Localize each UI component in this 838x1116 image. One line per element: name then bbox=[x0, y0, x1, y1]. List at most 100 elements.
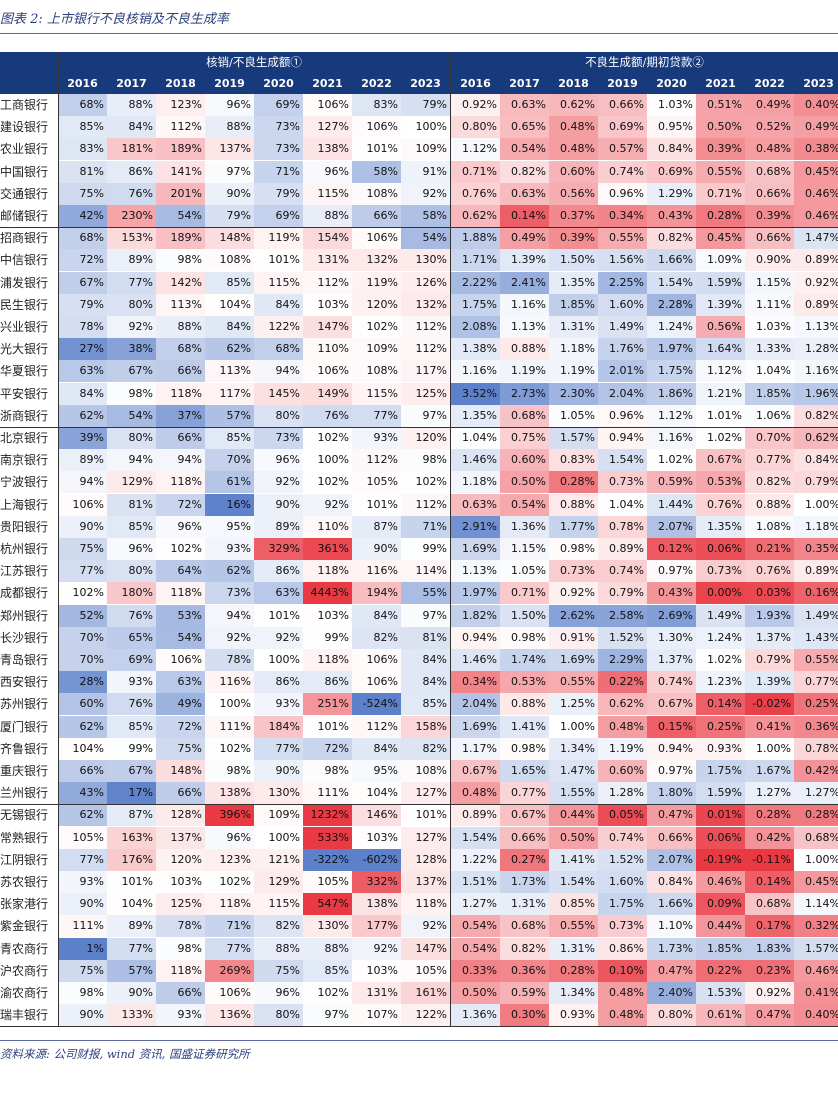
npl-rate-cell: 0.88% bbox=[745, 493, 794, 516]
table-row: 邮储银行 42% 230% 54% 79% 69% 88% 66% 58% 0.62% 0.14% 0… bbox=[0, 205, 838, 227]
bank-name: 建设银行 bbox=[0, 120, 49, 135]
writeoff-cell: 189% bbox=[156, 227, 205, 250]
npl-rate-cell: 0.78% bbox=[794, 737, 838, 760]
bank-name: 杭州银行 bbox=[0, 542, 49, 556]
writeoff-cell: 111% bbox=[205, 715, 254, 738]
writeoff-cell: 92% bbox=[401, 182, 450, 205]
npl-rate-cell: 0.56% bbox=[696, 316, 745, 338]
header-group-2: 不良生成额/期初贷款② bbox=[451, 52, 838, 73]
npl-rate-cell: 0.48% bbox=[745, 138, 794, 161]
npl-rate-cell: 1.19% bbox=[598, 737, 647, 760]
npl-rate-cell: 2.22% bbox=[451, 271, 500, 294]
writeoff-cell: 85% bbox=[107, 715, 156, 738]
npl-rate-cell: 0.46% bbox=[794, 205, 838, 227]
table-row: 民生银行 79% 80% 113% 104% 84% 103% 120% 132% 1.75% 1.… bbox=[0, 293, 838, 316]
npl-rate-cell: 0.74% bbox=[647, 671, 696, 694]
writeoff-cell: 42% bbox=[58, 205, 107, 227]
writeoff-cell: 94% bbox=[107, 449, 156, 472]
npl-rate-cell: 0.40% bbox=[794, 1004, 838, 1027]
writeoff-cell: 106% bbox=[352, 649, 401, 671]
writeoff-cell: 96% bbox=[156, 515, 205, 538]
writeoff-cell: 154% bbox=[303, 227, 352, 250]
writeoff-cell: 106% bbox=[303, 360, 352, 383]
writeoff-cell: 146% bbox=[352, 804, 401, 827]
writeoff-cell: 136% bbox=[205, 1004, 254, 1027]
npl-rate-cell: 1.39% bbox=[696, 293, 745, 316]
npl-rate-cell: 2.69% bbox=[647, 604, 696, 627]
table-row: 渝农商行 98% 90% 66% 106% 96% 102% 131% 161% 0.50% 0.5… bbox=[0, 982, 838, 1004]
writeoff-cell: 130% bbox=[401, 249, 450, 272]
writeoff-cell: 57% bbox=[205, 404, 254, 427]
writeoff-cell: 67% bbox=[107, 760, 156, 782]
writeoff-cell: 66% bbox=[58, 760, 107, 782]
column-divider bbox=[450, 52, 451, 1027]
writeoff-cell: 126% bbox=[401, 271, 450, 294]
writeoff-cell: 90% bbox=[205, 182, 254, 205]
npl-rate-cell: 0.01% bbox=[696, 804, 745, 827]
npl-rate-cell: 0.28% bbox=[696, 205, 745, 227]
npl-rate-cell: 0.54% bbox=[500, 138, 549, 161]
npl-rate-cell: 1.75% bbox=[451, 293, 500, 316]
npl-rate-cell: 1.49% bbox=[598, 316, 647, 338]
npl-rate-cell: 0.51% bbox=[696, 94, 745, 116]
npl-rate-cell: 1.19% bbox=[549, 360, 598, 383]
bank-name: 光大银行 bbox=[0, 342, 49, 357]
writeoff-cell: 102% bbox=[205, 871, 254, 893]
table-row: 青岛银行 70% 69% 106% 78% 100% 118% 106% 84% 1.46% 1.7… bbox=[0, 649, 838, 671]
npl-rate-cell: 0.14% bbox=[500, 205, 549, 227]
writeoff-cell: 72% bbox=[303, 737, 352, 760]
bank-name: 紫金银行 bbox=[0, 919, 49, 934]
npl-rate-cell: 1.46% bbox=[451, 449, 500, 472]
writeoff-cell: 138% bbox=[352, 893, 401, 916]
writeoff-cell: 176% bbox=[107, 848, 156, 871]
writeoff-cell: 78% bbox=[58, 316, 107, 338]
writeoff-cell: 131% bbox=[352, 982, 401, 1004]
writeoff-cell: 118% bbox=[303, 649, 352, 671]
writeoff-cell: 102% bbox=[58, 582, 107, 605]
writeoff-cell: 104% bbox=[58, 737, 107, 760]
npl-rate-cell: 0.55% bbox=[598, 227, 647, 250]
npl-rate-cell: 0.25% bbox=[794, 693, 838, 716]
npl-rate-cell: 1.16% bbox=[451, 360, 500, 383]
writeoff-cell: 125% bbox=[156, 893, 205, 916]
npl-rate-cell: 0.70% bbox=[745, 427, 794, 449]
writeoff-cell: 77% bbox=[205, 937, 254, 960]
npl-rate-cell: 1.57% bbox=[794, 937, 838, 960]
writeoff-cell: 98% bbox=[303, 760, 352, 782]
npl-rate-cell: 0.96% bbox=[598, 404, 647, 427]
npl-rate-cell: 0.97% bbox=[647, 760, 696, 782]
writeoff-cell: 180% bbox=[107, 582, 156, 605]
writeoff-cell: 79% bbox=[254, 182, 303, 205]
npl-rate-cell: 1.04% bbox=[451, 427, 500, 449]
npl-rate-cell: 0.69% bbox=[647, 160, 696, 183]
npl-rate-cell: 2.07% bbox=[647, 848, 696, 871]
writeoff-cell: 68% bbox=[254, 338, 303, 361]
writeoff-cell: 547% bbox=[303, 893, 352, 916]
writeoff-cell: 83% bbox=[352, 94, 401, 116]
writeoff-cell: 89% bbox=[107, 915, 156, 938]
bank-name: 青农商行 bbox=[0, 941, 49, 956]
writeoff-cell: 96% bbox=[205, 826, 254, 849]
npl-rate-cell: 1.44% bbox=[647, 493, 696, 516]
npl-rate-cell: 0.67% bbox=[500, 804, 549, 827]
npl-rate-cell: 0.88% bbox=[549, 493, 598, 516]
npl-rate-cell: 0.98% bbox=[500, 626, 549, 649]
year-header: 2022 bbox=[361, 77, 392, 90]
writeoff-cell: 95% bbox=[352, 760, 401, 782]
writeoff-cell: 127% bbox=[401, 782, 450, 805]
npl-rate-cell: 0.16% bbox=[794, 582, 838, 605]
npl-rate-cell: 0.53% bbox=[500, 671, 549, 694]
writeoff-cell: 62% bbox=[58, 715, 107, 738]
writeoff-cell: 96% bbox=[303, 160, 352, 183]
writeoff-cell: 1% bbox=[58, 937, 107, 960]
writeoff-cell: 72% bbox=[156, 493, 205, 516]
npl-rate-cell: 0.60% bbox=[549, 160, 598, 183]
table-row: 厦门银行 62% 85% 72% 111% 184% 101% 112% 158% 1.69% 1.… bbox=[0, 715, 838, 738]
writeoff-cell: 137% bbox=[205, 138, 254, 161]
npl-rate-cell: 0.68% bbox=[745, 893, 794, 916]
npl-rate-cell: 2.04% bbox=[451, 693, 500, 716]
npl-rate-cell: 2.91% bbox=[451, 515, 500, 538]
writeoff-cell: 77% bbox=[58, 560, 107, 583]
writeoff-cell: 81% bbox=[107, 493, 156, 516]
year-header: 2019 bbox=[607, 77, 638, 90]
